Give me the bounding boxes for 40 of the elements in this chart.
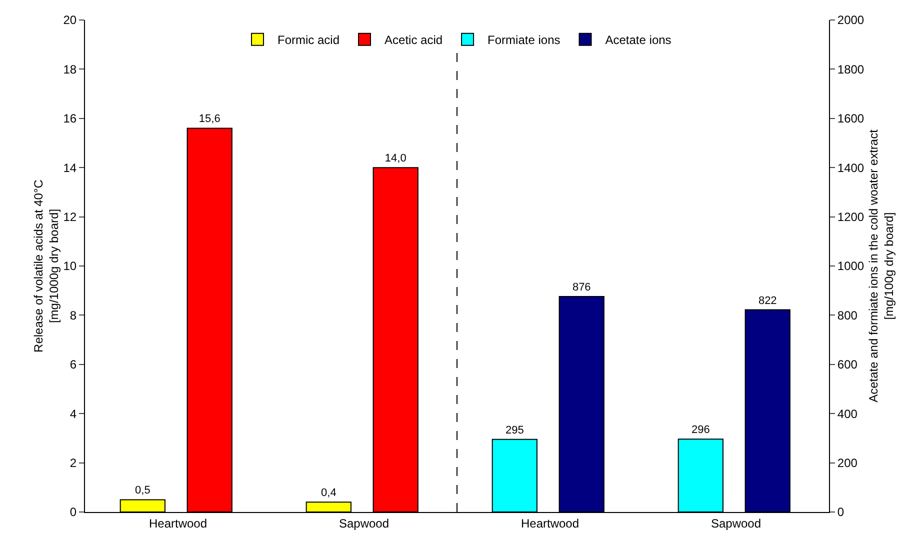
y-tick-label: 0 xyxy=(70,505,77,520)
data-label: 0,4 xyxy=(321,487,336,500)
legend-label: Acetic acid xyxy=(384,33,443,48)
y2-tick-label: 1000 xyxy=(837,259,864,274)
y-tick-label: 20 xyxy=(63,13,77,28)
y2-tick-label: 0 xyxy=(837,505,844,520)
y-tick-label: 6 xyxy=(70,358,77,372)
x-tick-label: Sapwood xyxy=(338,516,390,530)
y2-tick-label: 1600 xyxy=(837,112,864,126)
data-label: 296 xyxy=(691,424,710,436)
y2-tick-label: 800 xyxy=(837,308,858,322)
data-label: 876 xyxy=(572,282,591,294)
legend-label: Formiate ions xyxy=(488,33,560,48)
y2-tick-label: 600 xyxy=(837,358,858,372)
data-label: 0,5 xyxy=(135,484,150,497)
y-tick-label: 16 xyxy=(63,112,77,126)
data-label: 822 xyxy=(758,294,777,307)
y-tick-label: 14 xyxy=(63,160,77,175)
y2-tick-label: 400 xyxy=(837,406,858,421)
y-tick-label: 18 xyxy=(63,62,77,76)
y-tick-label: 2 xyxy=(70,456,77,470)
y2-tick-label: 2000 xyxy=(837,13,864,28)
y2-tick-label: 200 xyxy=(837,456,858,470)
legend-label: Acetate ions xyxy=(605,33,672,48)
data-label: 295 xyxy=(505,424,524,436)
y2-tick-label: 1800 xyxy=(837,62,864,76)
y-tick-label: 12 xyxy=(63,210,77,224)
y-tick-label: 10 xyxy=(63,259,77,274)
data-label: 15,6 xyxy=(198,113,220,126)
x-tick-label: Heartwood xyxy=(148,516,208,530)
x-tick-label: Sapwood xyxy=(710,516,762,530)
y2-axis-title: Acetate and formiate ions in the cold woater extract [mg/100g dry board] xyxy=(866,128,896,402)
y-tick-label: 4 xyxy=(70,406,77,421)
x-tick-label: Heartwood xyxy=(520,516,580,530)
y-tick-label: 8 xyxy=(70,308,77,322)
y-axis-title: Release of volatile acids at 40°C [mg/1000g dry board] xyxy=(32,179,62,352)
y2-tick-label: 1200 xyxy=(837,210,864,224)
y2-tick-label: 1400 xyxy=(837,160,864,175)
legend-label: Formic acid xyxy=(278,33,340,48)
data-label: 14,0 xyxy=(384,152,406,165)
